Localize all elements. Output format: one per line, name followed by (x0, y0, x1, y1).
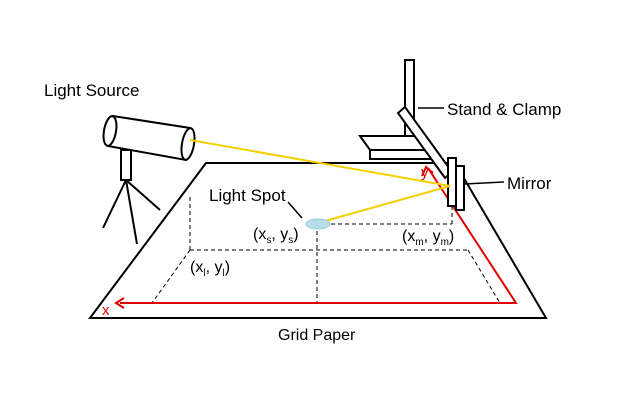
mirror-coordinate-label: (xm, ym) (402, 228, 454, 248)
tripod (102, 149, 161, 245)
mirror-assembly (447, 157, 465, 211)
incident-beam (189, 139, 451, 187)
light-beams (189, 139, 451, 224)
reflected-beam (317, 185, 451, 224)
spot-coordinate-label: (xs, ys) (253, 226, 299, 246)
mirror-label: Mirror (507, 174, 552, 193)
light-source-label: Light Source (44, 81, 139, 100)
x-arrowhead (114, 297, 125, 309)
grid-paper-label: Grid Paper (278, 327, 356, 344)
axes (114, 165, 518, 309)
leader-lines (287, 107, 505, 219)
stand-clamp-label: Stand & Clamp (447, 100, 561, 119)
light-spot-label: Light Spot (209, 186, 286, 205)
axis-frame (120, 167, 518, 304)
stand-and-clamp (358, 59, 454, 180)
axis-x-label: x (102, 302, 110, 319)
axis-y-label: y (421, 164, 429, 181)
grid-paper-sheet (88, 162, 548, 319)
light-coordinate-label: (xl, yl) (190, 259, 230, 279)
light-spot (305, 218, 331, 230)
light-source-tube (102, 114, 196, 162)
y-arrowhead (421, 165, 434, 177)
